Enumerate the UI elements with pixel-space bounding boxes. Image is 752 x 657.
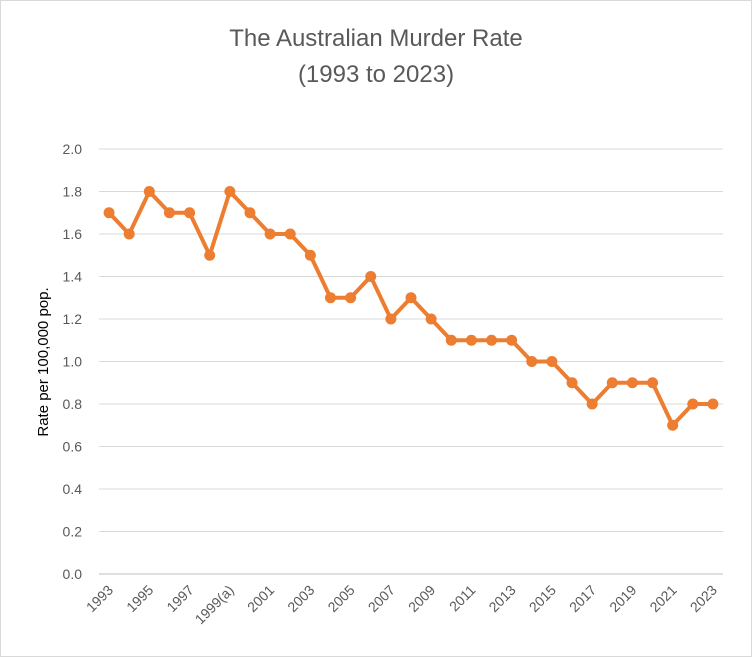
y-tick-label: 2.0 [63,141,83,157]
series-rate [103,186,719,431]
data-point [244,207,256,219]
y-tick-label: 1.0 [63,354,83,370]
x-tick-label: 2007 [365,582,398,615]
data-point [546,356,558,367]
data-point [123,228,135,240]
x-tick-label: 2015 [526,582,559,615]
data-point [345,292,357,304]
y-axis-title: Rate per 100,000 pop. [35,287,52,436]
data-point [143,186,155,197]
data-point [647,377,659,389]
x-tick-label: 2009 [405,582,438,615]
data-point [284,228,296,240]
data-point [667,419,679,431]
data-point [566,377,578,389]
data-point [365,271,377,282]
chart-title: The Australian Murder Rate [229,25,522,52]
y-tick-label: 0.4 [63,481,83,497]
x-tick-label: 2005 [324,582,357,615]
data-point [526,356,538,367]
data-point [586,398,598,410]
y-tick-label: 0.6 [63,439,83,455]
data-point [445,334,457,346]
y-tick-label: 1.6 [63,226,83,242]
data-point [103,207,115,219]
y-tick-label: 0.0 [63,566,83,582]
data-point [405,292,417,304]
x-tick-label: 1999(a) [192,582,237,627]
data-point [506,334,518,346]
data-point [304,249,316,261]
x-tick-label: 1995 [123,582,156,615]
data-point [264,228,276,240]
x-tick-label: 2023 [687,582,720,615]
gridlines [99,148,723,575]
y-tick-label: 1.8 [63,184,83,200]
series-line [107,189,715,428]
y-tick-label: 1.4 [63,269,83,285]
data-point [224,186,236,197]
data-point [606,377,618,389]
data-point [465,334,477,346]
x-tick-label: 1993 [83,582,116,615]
x-tick-label: 2021 [646,582,679,615]
data-point [385,313,397,325]
data-point [163,207,175,219]
y-tick-label: 0.2 [63,524,83,540]
x-tick-label: 2001 [244,582,277,615]
data-point [324,292,336,304]
y-tick-label: 0.8 [63,396,83,412]
data-point [204,249,216,261]
x-tick-label: 2019 [606,582,639,615]
data-point [486,334,498,346]
data-point [707,398,719,410]
y-axis-ticks: 0.0 0.2 0.4 0.6 0.8 1.0 1.2 1.4 1.6 1.8 2.0 [63,141,83,582]
data-point [626,377,638,389]
x-tick-label: 2017 [566,582,599,615]
x-tick-label: 2013 [485,582,518,615]
chart-subtitle: (1993 to 2023) [298,61,454,88]
y-tick-label: 1.2 [63,311,83,327]
data-point [425,313,437,325]
x-tick-label: 2011 [446,582,479,615]
x-tick-label: 1997 [163,582,196,615]
x-tick-label: 2003 [284,582,317,615]
data-point [184,207,196,219]
data-point [687,398,699,410]
